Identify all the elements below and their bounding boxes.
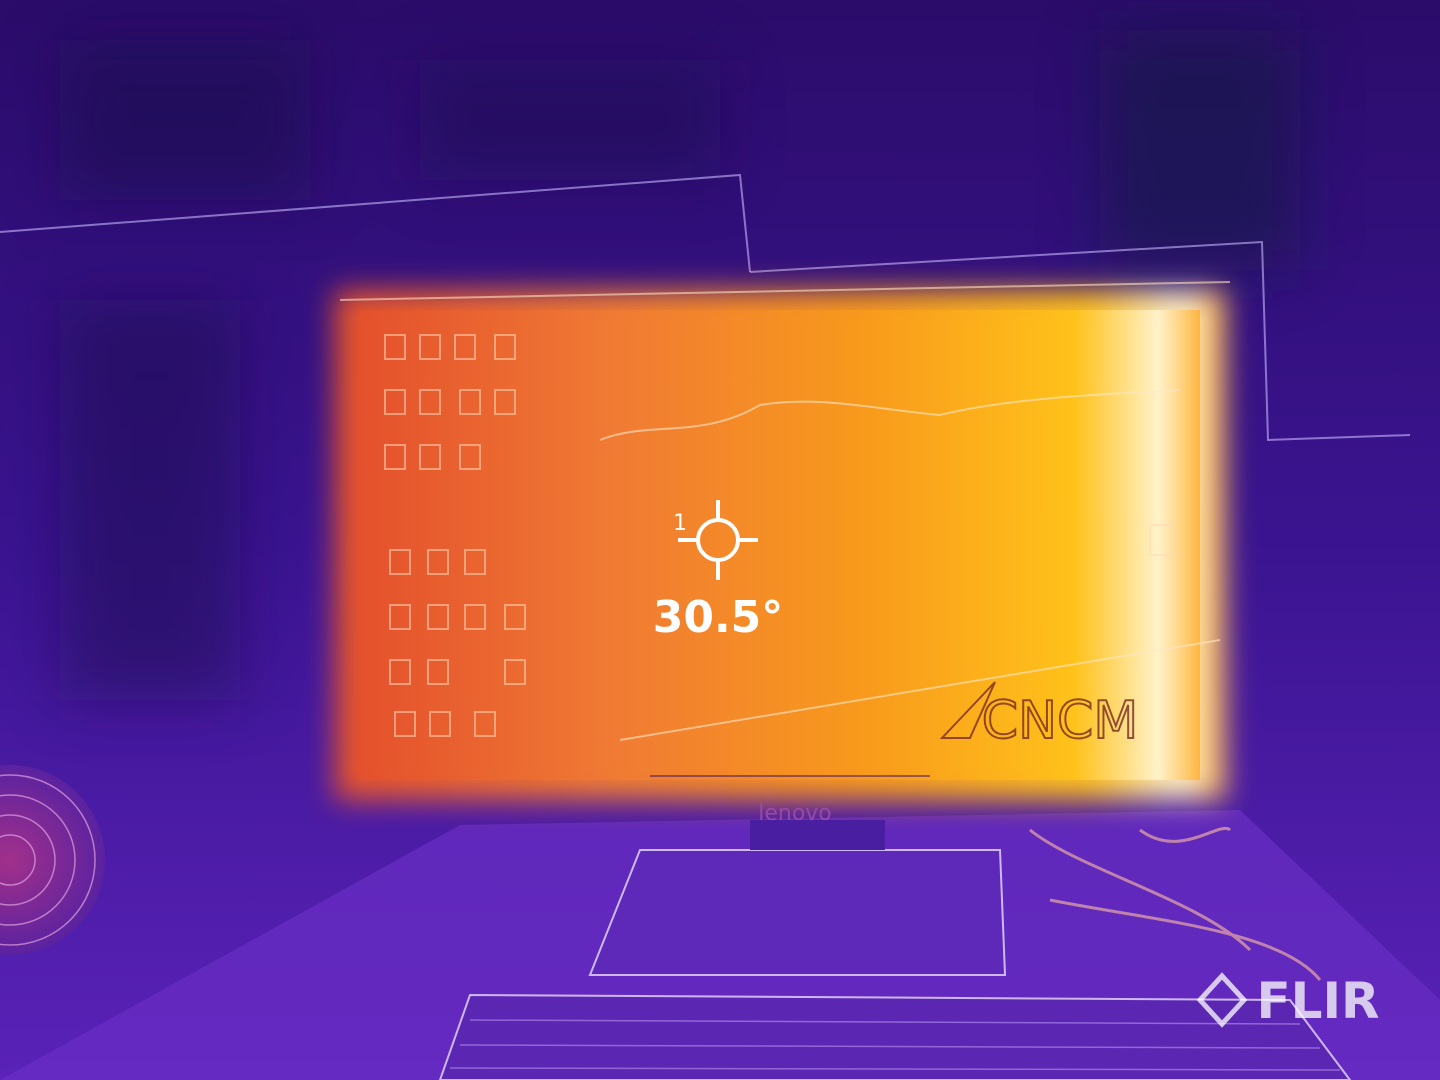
stand-neck [750, 820, 885, 850]
screen-top-edge [339, 281, 1231, 301]
crosshair [678, 500, 758, 580]
wall-edge [0, 173, 751, 273]
watermark-mark [1196, 972, 1248, 1028]
keyboard [438, 993, 1352, 1080]
cables [1029, 826, 1322, 981]
fan [0, 765, 105, 955]
screen-logo: CNCM [982, 691, 1138, 751]
screen [360, 310, 1200, 780]
watermark: FLIR [1256, 972, 1379, 1030]
monitor-stand [588, 849, 1007, 976]
wallpaper-shore [619, 639, 1221, 741]
desktop-icons [384, 334, 1173, 737]
wallpaper-ridge [599, 389, 1181, 441]
screen-logo-mark [939, 681, 996, 739]
keyboard-rows [449, 1019, 1341, 1071]
background-blobs [60, 30, 1300, 700]
spot-label: 1 [673, 511, 687, 536]
monitor-back-edge [749, 240, 1411, 442]
fan-grille [0, 774, 96, 946]
temperature-reading: 30.5° [653, 592, 784, 643]
